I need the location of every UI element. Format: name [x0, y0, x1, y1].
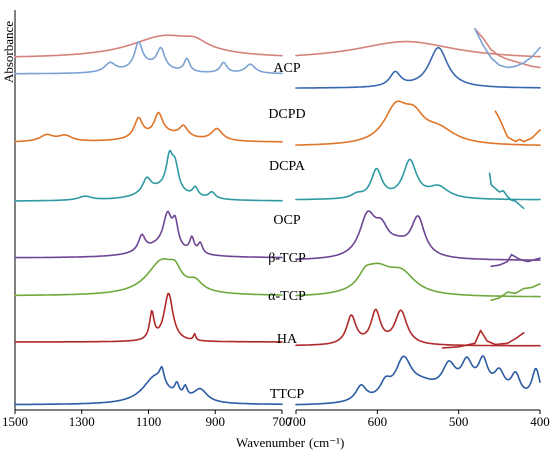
- series-label-2: DCPA: [269, 159, 306, 174]
- x-axis-title: Wavenumber: [236, 435, 306, 450]
- spectrum-left-2: [14, 111, 283, 143]
- spectrum-left-1: [14, 41, 283, 75]
- inset-spectrum-0: [474, 28, 541, 69]
- x-tick-label: 500: [449, 414, 469, 429]
- spectrum-right-2: [295, 100, 541, 146]
- spectrum-left-0: [14, 34, 283, 58]
- spectrum-right-3: [295, 158, 541, 201]
- spectrum-left-7: [14, 365, 283, 406]
- x-tick-label: 1100: [136, 414, 162, 429]
- x-tick-label: 1300: [69, 414, 95, 429]
- series-label-6: HA: [277, 332, 298, 347]
- left-panel: 1500 1300 1100 900 700: [2, 10, 292, 429]
- spectrum-right-1: [295, 46, 541, 89]
- x-tick-label: 600: [368, 414, 388, 429]
- spectrum-right-0: [295, 40, 541, 58]
- x-tick-label: 1500: [2, 414, 28, 429]
- y-axis-title: Absorbance: [1, 21, 16, 83]
- inset-spectrum-6: [441, 329, 525, 349]
- spectrum-left-4: [14, 210, 283, 259]
- inset-spectrum-2: [494, 110, 541, 143]
- spectrum-left-6: [14, 292, 283, 343]
- series-label-7: TTCP: [270, 387, 304, 402]
- x-tick-label: 900: [206, 414, 226, 429]
- series-label-5: α-TCP: [268, 289, 306, 304]
- spectrum-left-3: [14, 149, 283, 202]
- inset-spectrum-3: [488, 172, 525, 210]
- spectrum-left-5: [14, 258, 283, 297]
- series-label-3: OCP: [273, 213, 300, 228]
- x-tick-label: 400: [530, 414, 550, 429]
- spectrum-right-7: [295, 355, 541, 406]
- series-labels: ACP DCPD DCPA OCP β-TCP α-TCP HA TTCP: [268, 61, 306, 402]
- inset-spectrum-5: [490, 283, 541, 302]
- spectrum-right-5: [295, 262, 541, 298]
- right-panel: 700 600 500 400: [286, 28, 550, 429]
- inset-spectrum-0: [474, 28, 541, 69]
- x-tick-label: 700: [272, 414, 292, 429]
- inset-spectrum-4: [490, 253, 541, 268]
- spectrum-right-6: [295, 308, 541, 347]
- series-label-0: ACP: [273, 61, 300, 76]
- x-tick-label: 700: [286, 414, 306, 429]
- series-label-1: DCPD: [268, 107, 305, 122]
- series-label-4: β-TCP: [268, 251, 306, 266]
- spectrum-right-4: [295, 210, 541, 261]
- x-axis-unit: (cm⁻¹): [309, 435, 344, 450]
